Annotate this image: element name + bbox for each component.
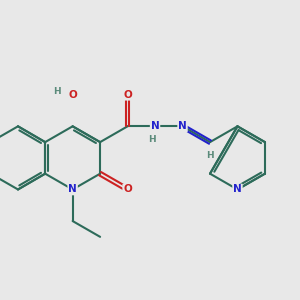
- Text: O: O: [123, 90, 132, 100]
- Text: O: O: [68, 90, 77, 100]
- Text: H: H: [206, 151, 214, 160]
- Text: N: N: [151, 121, 159, 131]
- Text: H: H: [53, 87, 61, 96]
- Text: N: N: [68, 184, 77, 194]
- Text: H: H: [148, 135, 156, 144]
- Text: O: O: [123, 184, 132, 194]
- Text: N: N: [233, 184, 242, 194]
- Text: N: N: [178, 121, 187, 131]
